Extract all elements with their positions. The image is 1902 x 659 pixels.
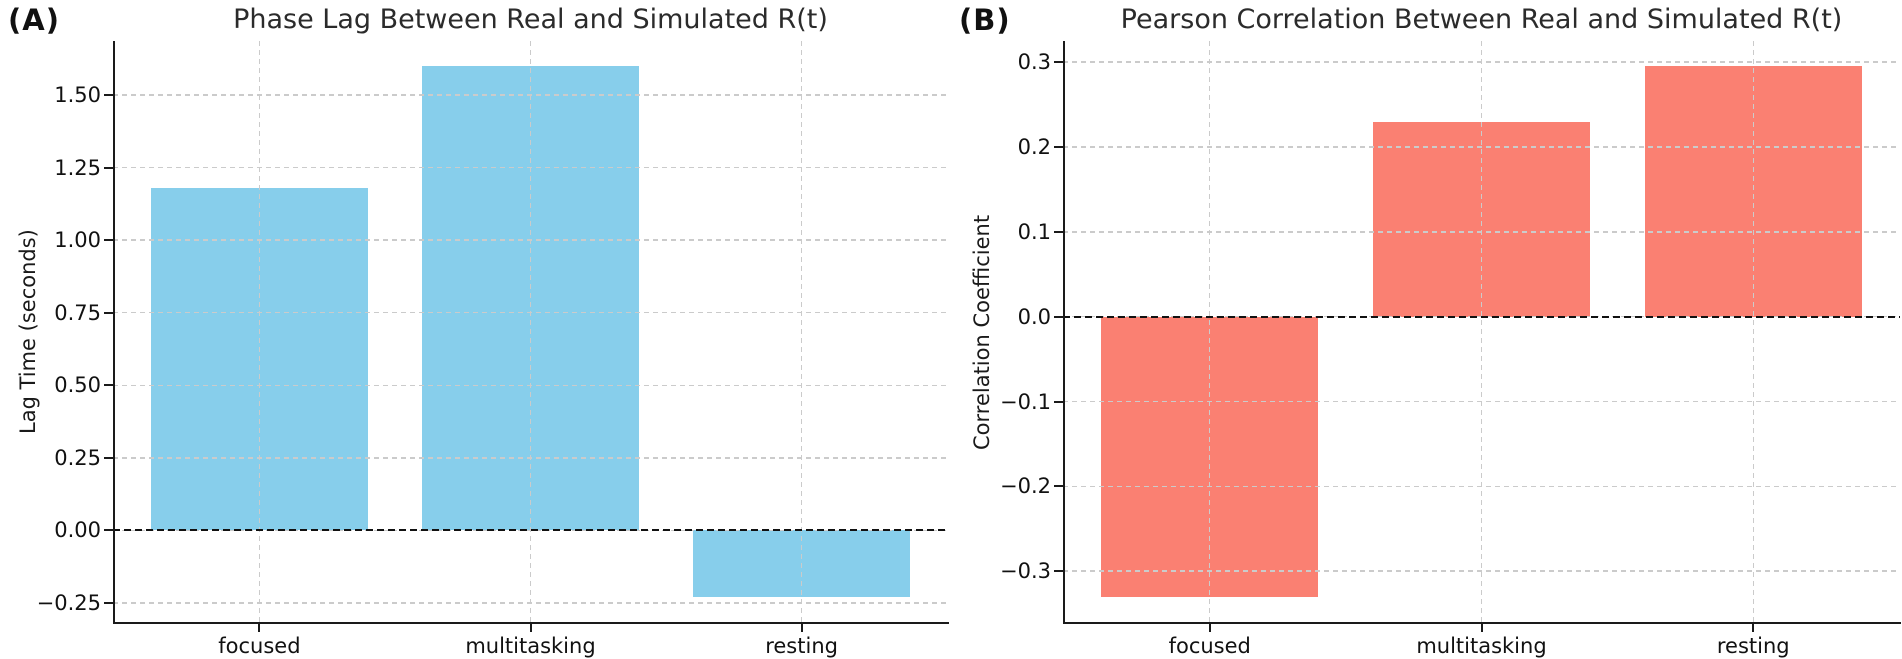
y-tick-mark <box>1054 400 1063 403</box>
x-tick-mark <box>800 623 803 632</box>
panel-a-plot-area: 1.50 1.25 1.00 0.75 0.50 0.25 0.00 −0.25 focused… <box>37 41 949 658</box>
x-tick-label: resting <box>1716 634 1790 658</box>
y-tick-mark <box>1054 315 1063 318</box>
x-axis-spine <box>113 621 949 624</box>
x-tick-label: resting <box>765 634 838 658</box>
vertical-gridline <box>258 41 261 623</box>
panel-a-title: Phase Lag Between Real and Simulated R(t… <box>233 4 828 35</box>
x-tick-mark <box>529 623 532 632</box>
y-tick-mark <box>104 456 113 459</box>
y-tick-label: 0.0 <box>1017 304 1051 329</box>
y-tick-label: −0.2 <box>1000 474 1051 499</box>
y-tick-mark <box>104 239 113 242</box>
y-tick-mark <box>1054 485 1063 488</box>
panel-b-plot-area: 0.3 0.2 0.1 0.0 −0.1 −0.2 −0.3 focused multitask… <box>1000 41 1901 658</box>
y-tick-mark <box>1054 146 1063 149</box>
y-tick-label: 1.50 <box>54 82 101 107</box>
y-axis-spine <box>113 41 115 623</box>
y-tick-mark <box>104 311 113 314</box>
panel-b: (B) Pearson Correlation Between Real and… <box>951 0 1902 659</box>
zero-baseline <box>1063 315 1900 318</box>
x-tick-label: focused <box>1168 634 1251 658</box>
panel-a: (A) Phase Lag Between Real and Simulated… <box>8 3 949 658</box>
vertical-gridline <box>1752 41 1754 623</box>
y-tick-label: 0.3 <box>1017 50 1051 75</box>
panel-a-label: (A) <box>8 3 60 37</box>
panel-b-y-axis-label: Correlation Coefficient <box>970 214 994 450</box>
vertical-gridline <box>800 41 803 623</box>
y-axis-spine <box>1063 41 1065 623</box>
vertical-gridline <box>1208 41 1211 623</box>
panel-b-label: (B) <box>959 3 1011 37</box>
y-tick-mark <box>104 93 113 96</box>
y-tick-mark <box>104 384 113 387</box>
y-tick-label: −0.3 <box>1000 559 1051 584</box>
y-tick-mark <box>1054 570 1063 573</box>
y-tick-mark <box>104 166 113 169</box>
y-tick-label: 0.1 <box>1017 219 1051 244</box>
y-tick-label: 0.2 <box>1017 135 1051 160</box>
zero-baseline <box>113 529 948 532</box>
y-tick-mark <box>104 601 113 604</box>
y-tick-label: 1.00 <box>54 228 101 253</box>
x-tick-mark <box>1752 623 1755 632</box>
vertical-gridline <box>1480 41 1483 623</box>
panel-a-y-axis-label: Lag Time (seconds) <box>16 229 40 435</box>
y-tick-label: 0.75 <box>54 300 101 325</box>
y-tick-label: −0.25 <box>36 590 101 615</box>
y-tick-mark <box>104 529 113 532</box>
x-tick-label: multitasking <box>1416 634 1547 658</box>
y-tick-mark <box>1054 230 1063 233</box>
y-tick-mark <box>1054 61 1063 64</box>
panel-b-title: Pearson Correlation Between Real and Sim… <box>1120 4 1843 35</box>
x-axis-spine <box>1063 621 1901 624</box>
x-tick-label: multitasking <box>465 634 596 658</box>
y-tick-label: 0.25 <box>54 445 101 470</box>
y-tick-label: 0.50 <box>54 373 101 398</box>
y-tick-label: 0.00 <box>54 518 101 543</box>
y-tick-label: −0.1 <box>1000 389 1051 414</box>
x-tick-mark <box>1208 623 1211 632</box>
y-tick-label: 1.25 <box>54 155 101 180</box>
x-tick-mark <box>1480 623 1483 632</box>
x-tick-label: focused <box>218 634 301 658</box>
x-tick-mark <box>258 623 261 632</box>
vertical-gridline <box>529 41 532 623</box>
